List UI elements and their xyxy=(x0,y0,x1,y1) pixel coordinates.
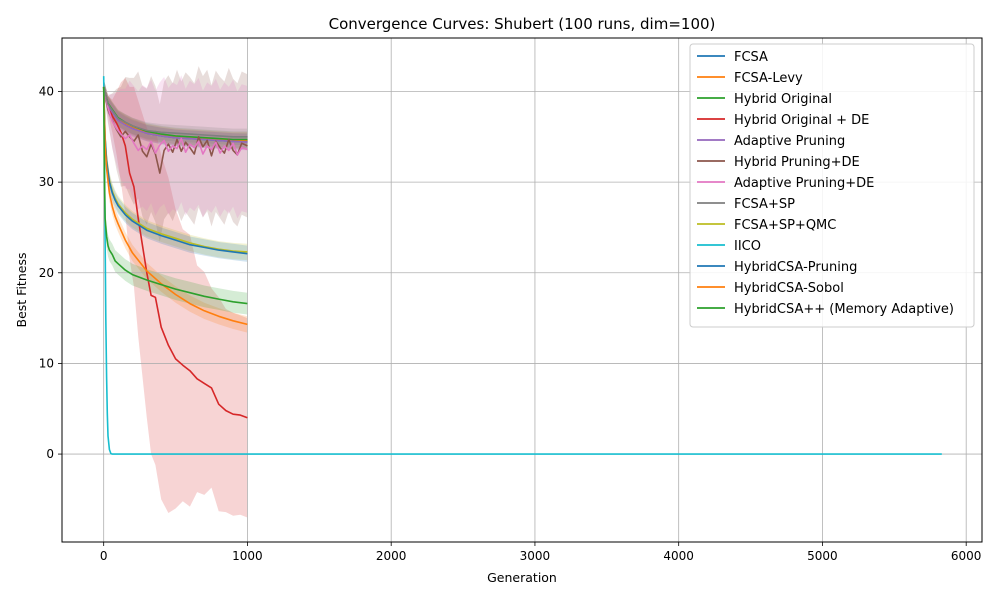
legend-label-2: Hybrid Original xyxy=(734,92,832,107)
legend-label-12: HybridCSA++ (Memory Adaptive) xyxy=(734,302,954,317)
axis-ticks: 0 1000 2000 3000 4000 5000 6000 0 10 20 30 40 xyxy=(39,84,982,563)
series-lines xyxy=(102,76,942,455)
legend-label-9: IICO xyxy=(734,239,761,254)
series-line-12 xyxy=(102,86,248,305)
series-line-10 xyxy=(102,86,248,255)
series-line-6 xyxy=(102,86,248,156)
x-tick-label-6: 6000 xyxy=(951,549,982,563)
legend-label-8: FCSA+SP+QMC xyxy=(734,218,836,233)
legend-label-10: HybridCSA-Pruning xyxy=(734,260,857,275)
legend-label-1: FCSA-Levy xyxy=(734,71,803,86)
x-tick-label-5: 5000 xyxy=(807,549,838,563)
series-line-9 xyxy=(102,76,942,455)
band-5 xyxy=(103,66,248,242)
band-3 xyxy=(103,77,248,518)
y-axis-label: Best Fitness xyxy=(14,253,29,328)
x-tick-label-1: 1000 xyxy=(232,549,263,563)
legend: FCSA FCSA-Levy Hybrid Original Hybrid Origi… xyxy=(689,43,975,328)
legend-label-0: FCSA xyxy=(734,50,768,65)
band-4 xyxy=(103,78,248,151)
y-tick-label-0: 0 xyxy=(46,447,54,461)
y-tick-label-1: 10 xyxy=(39,356,54,370)
legend-label-4: Adaptive Pruning xyxy=(734,134,845,149)
series-line-4 xyxy=(102,86,248,143)
legend-label-7: FCSA+SP xyxy=(734,197,795,212)
legend-label-3: Hybrid Original + DE xyxy=(734,113,869,128)
band-12 xyxy=(103,78,248,315)
x-tick-label-0: 0 xyxy=(100,549,108,563)
y-tick-label-2: 20 xyxy=(39,266,54,280)
legend-label-11: HybridCSA-Sobol xyxy=(734,281,844,296)
x-axis-label: Generation xyxy=(487,570,557,585)
plot-frame xyxy=(61,37,983,543)
legend-label-5: Hybrid Pruning+DE xyxy=(734,155,860,170)
x-tick-label-3: 3000 xyxy=(520,549,551,563)
series-line-7 xyxy=(102,86,248,138)
y-tick-label-3: 30 xyxy=(39,175,54,189)
legend-label-6: Adaptive Pruning+DE xyxy=(734,176,874,191)
x-tick-label-4: 4000 xyxy=(663,549,694,563)
legend-box xyxy=(689,43,975,328)
chart-title: Convergence Curves: Shubert (100 runs, d… xyxy=(329,15,716,33)
band-11 xyxy=(103,78,248,333)
band-0 xyxy=(103,78,248,150)
y-tick-label-4: 40 xyxy=(39,84,54,98)
series-line-11 xyxy=(102,86,248,326)
x-tick-label-2: 2000 xyxy=(376,549,407,563)
